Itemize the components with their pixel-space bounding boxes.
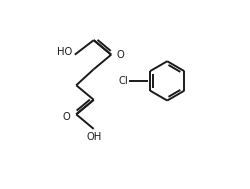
Text: Cl: Cl [118, 76, 128, 86]
Text: OH: OH [86, 132, 101, 142]
Text: O: O [62, 112, 70, 122]
Text: O: O [116, 50, 124, 60]
Text: HO: HO [56, 47, 72, 57]
